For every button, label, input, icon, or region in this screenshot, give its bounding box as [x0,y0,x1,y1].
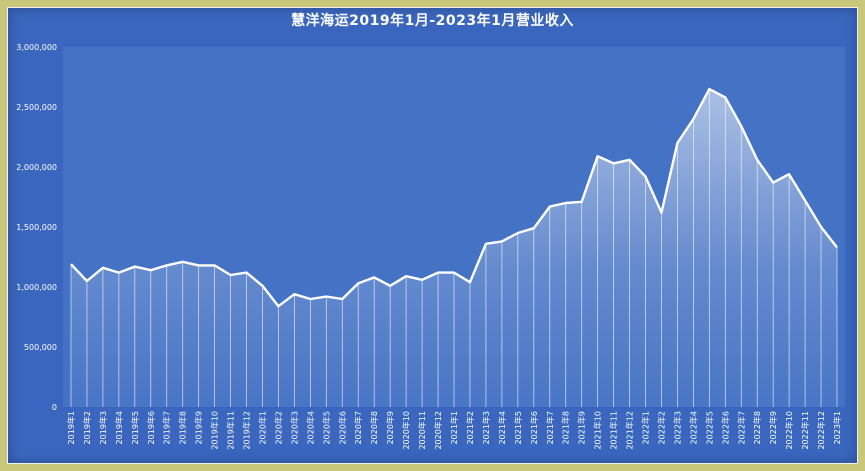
x-tick-label: 2021年7 [545,411,555,444]
x-tick-label: 2019年11 [226,411,236,450]
x-tick-label: 2020年7 [353,411,363,444]
x-tick-label: 2019年6 [146,411,156,444]
x-tick-label: 2022年2 [657,411,667,444]
x-tick-label: 2022年12 [816,411,826,450]
x-tick-label: 2019年8 [178,411,188,444]
y-tick-label: 2,500,000 [16,103,57,112]
x-tick-label: 2019年10 [210,411,220,450]
series-line [70,87,838,308]
x-tick-label: 2021年10 [593,411,603,450]
x-tick-label: 2020年4 [305,411,315,444]
x-tick-label: 2020年12 [433,411,443,450]
x-tick-label: 2022年8 [752,411,762,444]
y-tick-label: 1,500,000 [16,223,57,232]
x-tick-label: 2020年6 [337,411,347,444]
x-tick-label: 2019年2 [82,411,92,444]
x-tick-label: 2022年9 [768,411,778,444]
x-tick-label: 2021年2 [465,411,475,444]
x-tick-label: 2022年7 [736,411,746,444]
x-tick-label: 2019年12 [242,411,252,450]
x-tick-label: 2022年1 [641,411,651,444]
x-tick-label: 2019年5 [130,411,140,444]
x-tick-label: 2019年7 [162,411,172,444]
y-tick-label: 2,000,000 [16,163,57,172]
x-tick-label: 2021年8 [561,411,571,444]
x-tick-label: 2019年1 [66,411,76,444]
x-tick-label: 2021年11 [609,411,619,450]
x-tick-label: 2019年4 [114,411,124,444]
x-tick-label: 2020年8 [369,411,379,444]
x-tick-label: 2020年3 [289,411,299,444]
x-tick-label: 2021年12 [625,411,635,450]
x-tick-label: 2021年5 [513,411,523,444]
x-tick-label: 2022年10 [784,411,794,450]
x-tick-label: 2021年3 [481,411,491,444]
y-tick-label: 3,000,000 [16,43,57,52]
x-tick-label: 2022年5 [704,411,714,444]
x-tick-label: 2022年6 [720,411,730,444]
x-tick-label: 2019年3 [98,411,108,444]
x-tick-label: 2019年9 [194,411,204,444]
area-fill [71,89,837,407]
x-tick-label: 2022年3 [672,411,682,444]
x-tick-label: 2021年4 [497,411,507,444]
x-tick-label: 2021年9 [577,411,587,444]
x-tick-label: 2022年11 [800,411,810,450]
x-tick-label: 2020年11 [417,411,427,450]
x-tick-label: 2020年9 [385,411,395,444]
y-tick-label: 500,000 [24,343,57,352]
chart-title: 慧洋海运2019年1月-2023年1月营业收入 [291,13,574,29]
x-tick-label: 2021年6 [529,411,539,444]
y-tick-label: 1,000,000 [16,283,57,292]
x-tick-label: 2023年1 [832,411,842,444]
y-tick-label: 0 [52,403,57,412]
x-tick-label: 2020年1 [258,411,268,444]
x-tick-label: 2022年4 [688,411,698,444]
x-tick-label: 2021年1 [449,411,459,444]
x-tick-label: 2020年10 [401,411,411,450]
x-tick-label: 2020年5 [321,411,331,444]
x-tick-label: 2020年2 [273,411,283,444]
